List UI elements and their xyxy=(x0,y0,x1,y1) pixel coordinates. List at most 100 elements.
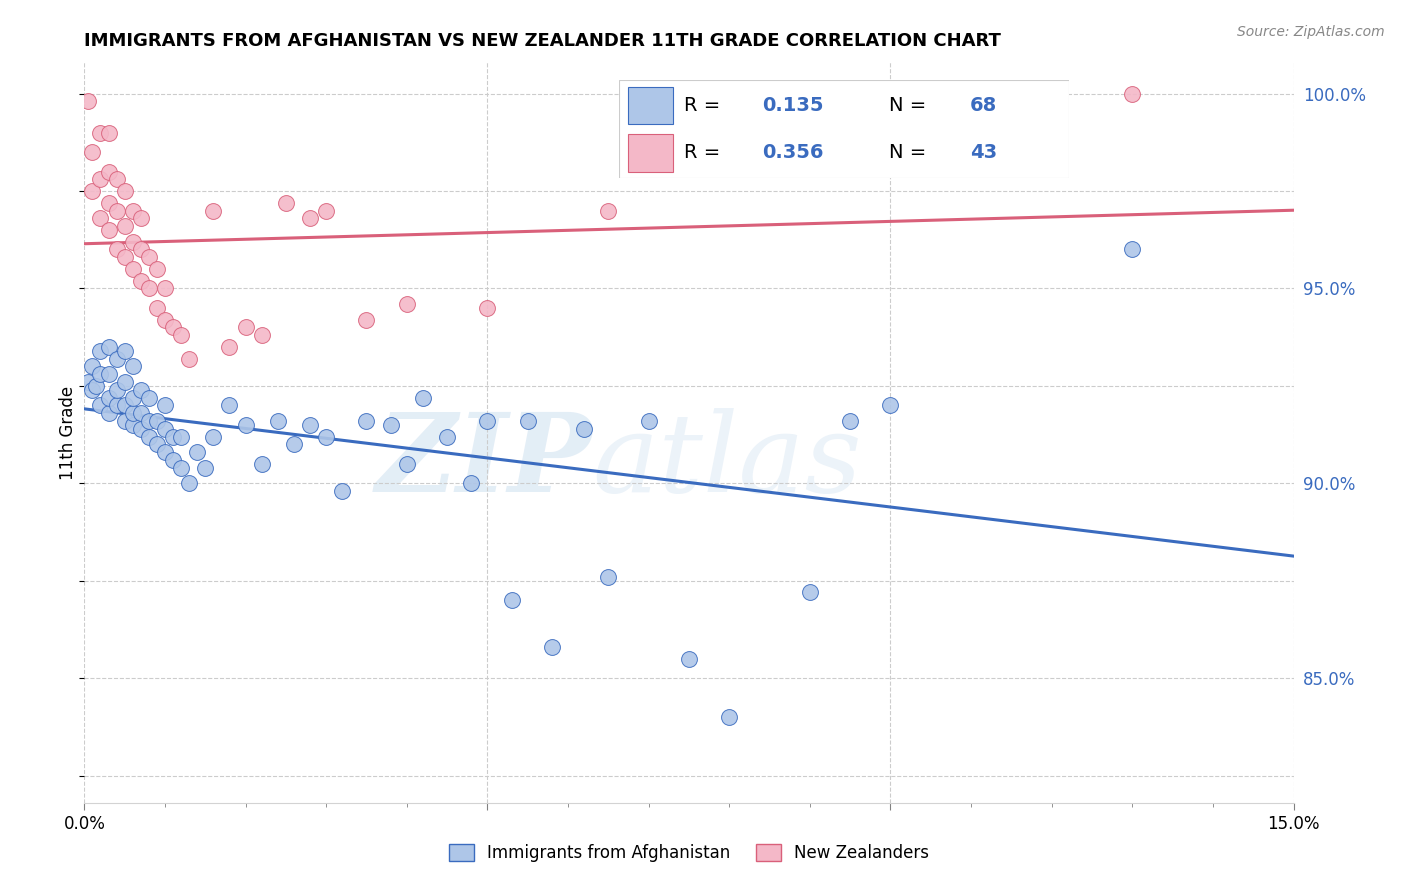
Text: atlas: atlas xyxy=(592,409,862,516)
Point xyxy=(162,320,184,334)
Point xyxy=(395,457,418,471)
Point xyxy=(153,312,176,326)
Point xyxy=(267,414,290,428)
Point xyxy=(1121,243,1143,257)
Point xyxy=(637,414,659,428)
Point xyxy=(153,422,176,436)
Point xyxy=(330,484,353,499)
Point xyxy=(89,126,111,140)
Text: R =: R = xyxy=(683,96,727,115)
Point xyxy=(105,203,128,218)
Point xyxy=(114,219,136,233)
Point xyxy=(299,211,322,226)
Point xyxy=(114,343,136,358)
Point xyxy=(202,429,225,443)
Point xyxy=(82,145,104,159)
Point xyxy=(138,281,160,295)
Point xyxy=(315,429,337,443)
Point xyxy=(138,429,160,443)
Point xyxy=(395,297,418,311)
Point xyxy=(138,250,160,264)
Point xyxy=(129,383,152,397)
Point xyxy=(283,437,305,451)
Point xyxy=(89,367,111,381)
Point xyxy=(121,406,143,420)
Point xyxy=(460,476,482,491)
Point xyxy=(572,422,595,436)
Point xyxy=(114,398,136,412)
Point xyxy=(129,243,152,257)
Point xyxy=(170,328,193,343)
Point xyxy=(146,262,169,277)
Point xyxy=(202,203,225,218)
Text: ZIP: ZIP xyxy=(375,409,592,516)
Text: 68: 68 xyxy=(970,96,997,115)
Point xyxy=(89,172,111,186)
Point xyxy=(129,211,152,226)
Point xyxy=(162,453,184,467)
Point xyxy=(121,203,143,218)
Point xyxy=(179,476,201,491)
Text: Source: ZipAtlas.com: Source: ZipAtlas.com xyxy=(1237,25,1385,39)
Point xyxy=(97,195,120,210)
Point xyxy=(146,414,169,428)
Point xyxy=(146,301,169,315)
Point xyxy=(718,710,741,724)
Point xyxy=(598,203,620,218)
Point xyxy=(97,223,120,237)
Point xyxy=(170,460,193,475)
Point xyxy=(839,414,862,428)
Y-axis label: 11th Grade: 11th Grade xyxy=(59,385,77,480)
Point xyxy=(105,172,128,186)
Point xyxy=(121,262,143,277)
FancyBboxPatch shape xyxy=(619,80,1069,178)
Point xyxy=(678,651,700,665)
Point xyxy=(114,250,136,264)
Point xyxy=(121,391,143,405)
Point xyxy=(477,414,499,428)
Point xyxy=(97,126,120,140)
Point xyxy=(97,367,120,381)
Point xyxy=(97,391,120,405)
Point xyxy=(412,391,434,405)
Point xyxy=(129,406,152,420)
Point xyxy=(799,585,821,599)
FancyBboxPatch shape xyxy=(627,87,672,124)
Point xyxy=(218,340,240,354)
Point xyxy=(82,359,104,374)
Point xyxy=(77,95,100,109)
Point xyxy=(89,211,111,226)
Point xyxy=(77,375,100,389)
Point xyxy=(315,203,337,218)
Point xyxy=(299,417,322,432)
Point xyxy=(97,406,120,420)
Point xyxy=(114,184,136,198)
Point xyxy=(153,398,176,412)
Point xyxy=(153,445,176,459)
Point xyxy=(89,398,111,412)
Point xyxy=(170,429,193,443)
Point xyxy=(477,301,499,315)
Point xyxy=(235,417,257,432)
Point xyxy=(879,398,901,412)
Point xyxy=(129,274,152,288)
Text: 0.356: 0.356 xyxy=(762,144,824,162)
Point xyxy=(82,383,104,397)
Point xyxy=(97,340,120,354)
Point xyxy=(138,391,160,405)
Point xyxy=(86,379,108,393)
Legend: Immigrants from Afghanistan, New Zealanders: Immigrants from Afghanistan, New Zealand… xyxy=(443,837,935,869)
Text: N =: N = xyxy=(889,144,932,162)
Point xyxy=(105,243,128,257)
Point xyxy=(1121,87,1143,101)
Point xyxy=(194,460,217,475)
Point xyxy=(89,343,111,358)
Text: 0.135: 0.135 xyxy=(762,96,824,115)
Point xyxy=(356,312,378,326)
Point xyxy=(235,320,257,334)
Point xyxy=(380,417,402,432)
Point xyxy=(162,429,184,443)
Point xyxy=(114,414,136,428)
Point xyxy=(121,235,143,249)
Point xyxy=(105,351,128,366)
